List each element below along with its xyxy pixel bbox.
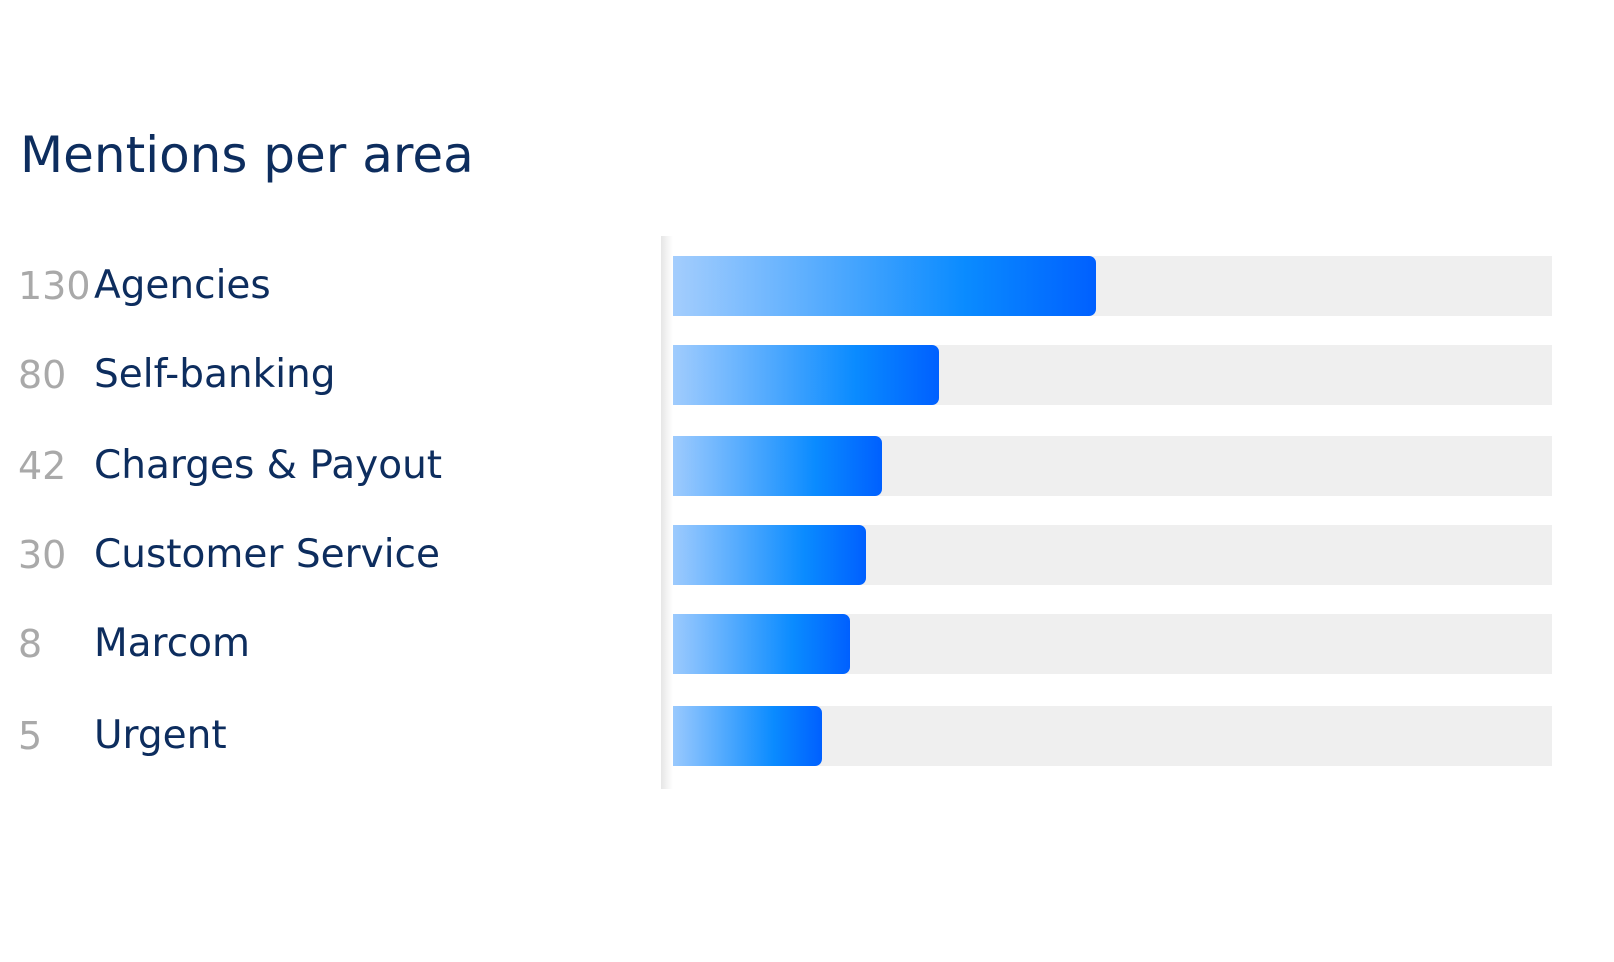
category-label: Charges & Payout: [94, 443, 443, 488]
count-label: 42: [18, 444, 67, 488]
count-label: 30: [18, 533, 67, 577]
axis-baseline: [661, 236, 673, 789]
bar-track: [661, 256, 1552, 316]
bar-track: [661, 345, 1552, 405]
bar: [661, 256, 1096, 316]
bar: [661, 436, 882, 496]
category-label: Self-banking: [94, 352, 336, 397]
bar-track: [661, 436, 1552, 496]
bar-track: [661, 706, 1552, 766]
bar-row: 8 Marcom: [0, 614, 1614, 674]
bar-row: 80 Self-banking: [0, 345, 1614, 405]
count-label: 80: [18, 353, 67, 397]
bar: [661, 345, 939, 405]
bar-row: 30 Customer Service: [0, 525, 1614, 585]
category-label: Agencies: [94, 263, 271, 308]
category-label: Urgent: [94, 713, 227, 758]
bar-track: [661, 525, 1552, 585]
bar: [661, 614, 850, 674]
count-label: 130: [18, 264, 91, 308]
bar: [661, 525, 866, 585]
bar-row: 42 Charges & Payout: [0, 436, 1614, 496]
bar-row: 5 Urgent: [0, 706, 1614, 766]
bar-track: [661, 614, 1552, 674]
category-label: Customer Service: [94, 532, 440, 577]
chart-title: Mentions per area: [20, 126, 474, 184]
bar: [661, 706, 822, 766]
category-label: Marcom: [94, 621, 251, 666]
count-label: 8: [18, 622, 43, 666]
bar-row: 130 Agencies: [0, 256, 1614, 316]
count-label: 5: [18, 714, 43, 758]
